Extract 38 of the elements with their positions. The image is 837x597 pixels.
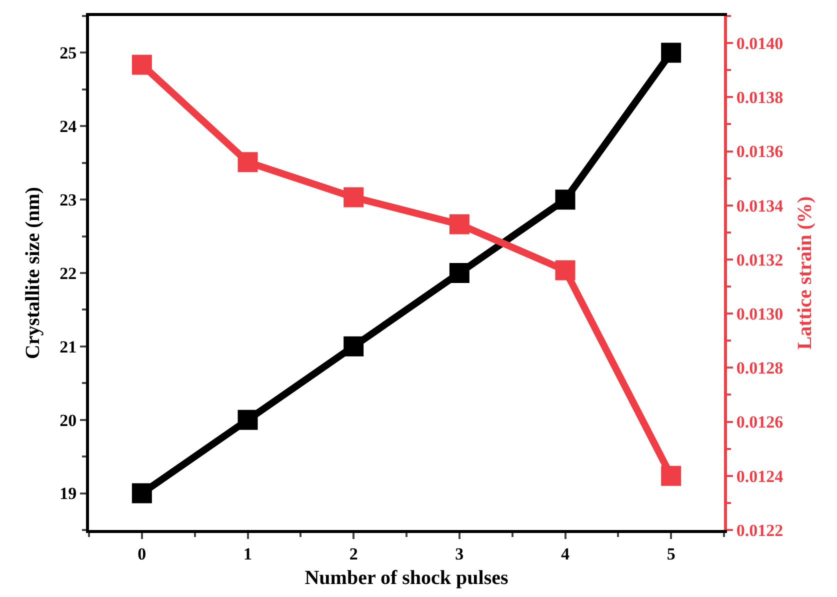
x-tick-label: 0	[138, 544, 146, 564]
point	[449, 263, 470, 283]
x-tick-label: 5	[666, 544, 676, 564]
y2-tick-label: 0.0122	[736, 520, 784, 540]
y2-tick-label: 0.0132	[736, 250, 784, 270]
y2-tick-label: 0.0130	[736, 304, 784, 324]
y-tick-label: 22	[60, 264, 77, 283]
y2-tick-label: 0.0134	[736, 196, 784, 216]
point	[238, 152, 258, 172]
point	[555, 190, 576, 210]
x-tick-label: 2	[349, 544, 358, 564]
y2-tick-label: 0.0138	[736, 88, 784, 108]
y2-tick-label: 0.0136	[736, 142, 784, 162]
point	[238, 410, 258, 430]
point	[344, 187, 364, 208]
y2-tick-label: 0.0128	[736, 358, 784, 378]
x-axis-title: Number of shock pulses	[304, 566, 508, 589]
point	[661, 466, 682, 486]
x-tick-label: 3	[455, 544, 464, 564]
y2-tick-label: 0.0140	[736, 34, 784, 53]
y-axis-title: Crystallite size (nm)	[22, 186, 44, 360]
point	[661, 42, 682, 63]
y-tick-label: 21	[60, 337, 77, 356]
x-tick-label: 4	[561, 544, 570, 564]
y2-tick-label: 0.0126	[736, 412, 784, 432]
y-tick-label: 25	[60, 44, 77, 63]
x-tick-label: 1	[244, 544, 252, 564]
point	[344, 336, 364, 356]
point	[132, 54, 152, 75]
y2-tick-label: 0.0124	[736, 466, 784, 486]
y-tick-label: 23	[60, 190, 77, 210]
point	[555, 260, 576, 280]
y-tick-label: 19	[60, 484, 77, 504]
y2-axis-title: Lattice strain (%)	[794, 196, 816, 350]
y-tick-label: 20	[60, 410, 77, 430]
point	[132, 483, 152, 504]
point	[449, 214, 470, 234]
y-tick-label: 24	[60, 117, 78, 136]
